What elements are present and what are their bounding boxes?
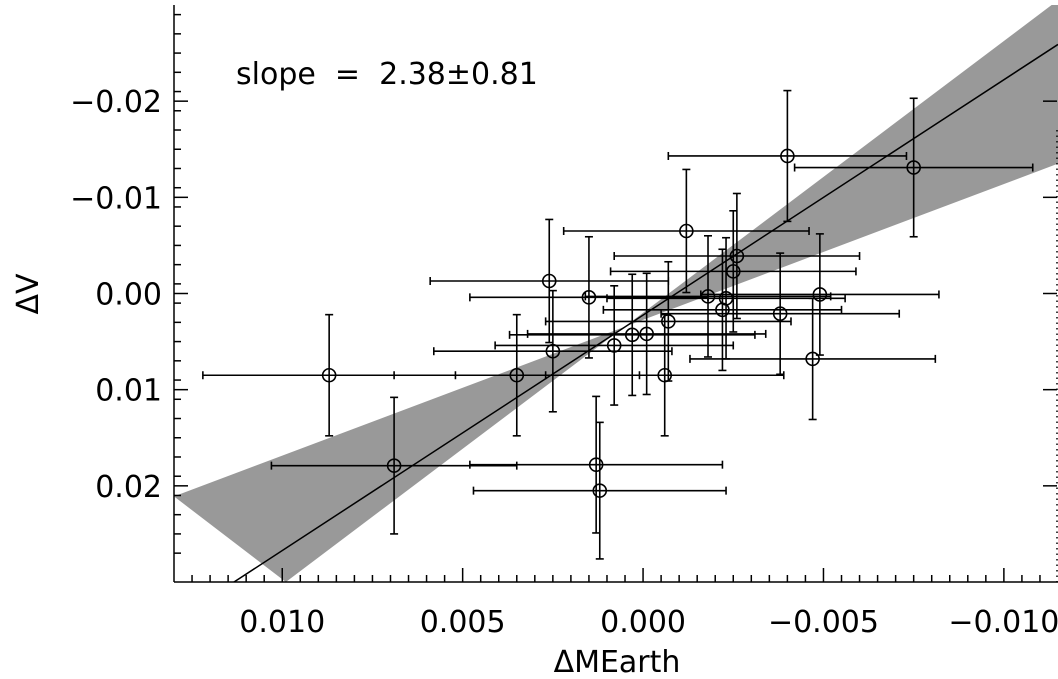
slope-annotation: slope = 2.38±0.81: [236, 57, 538, 92]
fit-line-layer: [228, 44, 1058, 585]
x-axis-label: ΔMEarth: [554, 645, 681, 679]
data-point: [603, 249, 841, 370]
y-axis-label: ΔV: [11, 273, 46, 315]
data-point: [473, 422, 726, 559]
data-point: [470, 396, 723, 533]
fit-line: [228, 44, 1058, 585]
data-point: [546, 315, 784, 436]
data-point: [546, 262, 791, 381]
y-tick-label: 0.02: [95, 470, 162, 505]
y-tick-label: −0.02: [70, 85, 162, 120]
x-tick-label: 0.005: [420, 605, 506, 640]
data-point: [470, 237, 708, 358]
y-tick-label: 0.00: [95, 278, 162, 313]
axes-layer: 0.010 0.005 0.000 −0.005 −0.010 −0.02 −0.01 0.0…: [70, 5, 1058, 640]
x-tick-label: −0.005: [768, 605, 879, 640]
x-tick-label: 0.000: [600, 605, 686, 640]
x-tick-label: −0.010: [948, 605, 1058, 640]
labels-layer: slope = 2.38±0.81 ΔMEarth ΔV: [11, 57, 680, 679]
data-point: [528, 273, 766, 394]
data-point: [564, 169, 809, 292]
y-tick-label: −0.01: [70, 181, 162, 216]
y-tick-label: 0.01: [95, 374, 162, 409]
x-tick-label: 0.010: [239, 605, 325, 640]
